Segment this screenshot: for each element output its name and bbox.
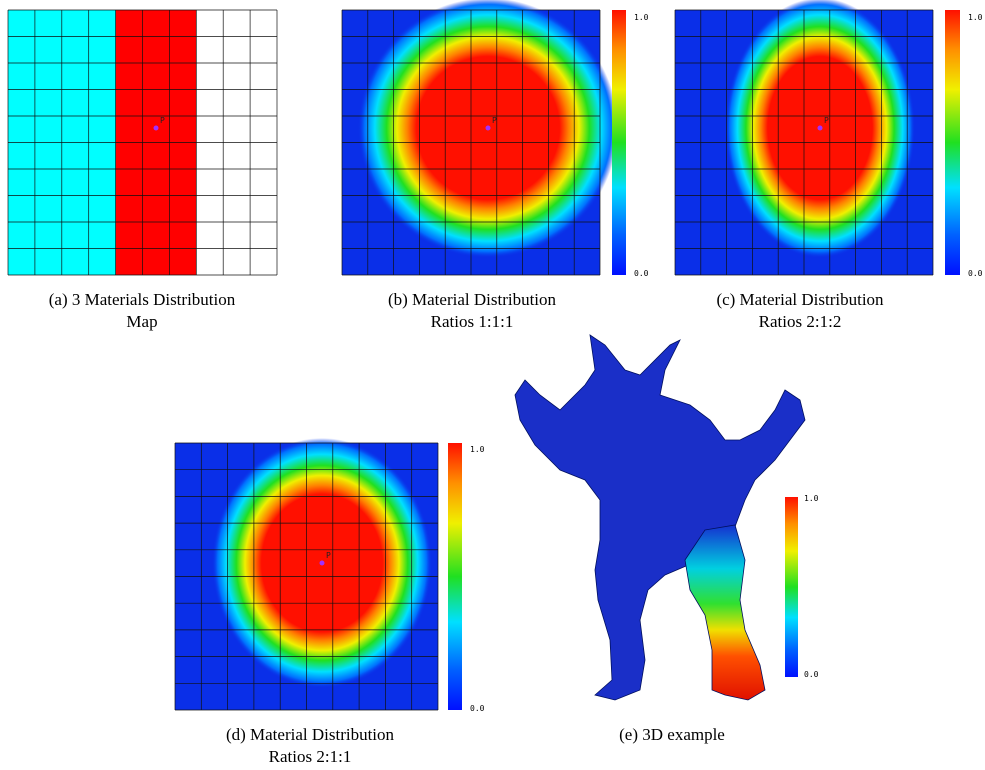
colorbar-max: 1.0 — [804, 494, 819, 503]
colorbar — [785, 497, 798, 677]
colorbar-min: 0.0 — [470, 704, 485, 713]
caption: Ratios 2:1:1 — [269, 747, 352, 766]
caption: (a) 3 Materials Distribution — [49, 290, 236, 309]
colorbar-min: 0.0 — [968, 269, 983, 278]
point — [486, 126, 491, 131]
figure: P P 1.0 0.0 P 1.0 0.0 P 1.0 0.0 1.0 0.0 … — [0, 0, 985, 770]
point — [154, 126, 159, 131]
armadillo — [515, 335, 805, 700]
point — [320, 561, 325, 566]
caption: (e) 3D example — [619, 725, 725, 744]
caption: Ratios 1:1:1 — [431, 312, 514, 331]
point-label: P — [824, 116, 829, 125]
colorbar — [612, 10, 626, 275]
point-label: P — [326, 551, 331, 560]
caption: Map — [126, 312, 157, 331]
point — [818, 126, 823, 131]
caption: Ratios 2:1:2 — [759, 312, 842, 331]
point-label: P — [492, 116, 497, 125]
caption: (c) Material Distribution — [716, 290, 884, 309]
colorbar-max: 1.0 — [634, 13, 649, 22]
caption: (d) Material Distribution — [226, 725, 395, 744]
colorbar-min: 0.0 — [804, 670, 819, 679]
colorbar-max: 1.0 — [968, 13, 983, 22]
colorbar — [945, 10, 960, 275]
colorbar-max: 1.0 — [470, 445, 485, 454]
colorbar-min: 0.0 — [634, 269, 649, 278]
caption: (b) Material Distribution — [388, 290, 557, 309]
colorbar — [448, 443, 462, 710]
point-label: P — [160, 116, 165, 125]
